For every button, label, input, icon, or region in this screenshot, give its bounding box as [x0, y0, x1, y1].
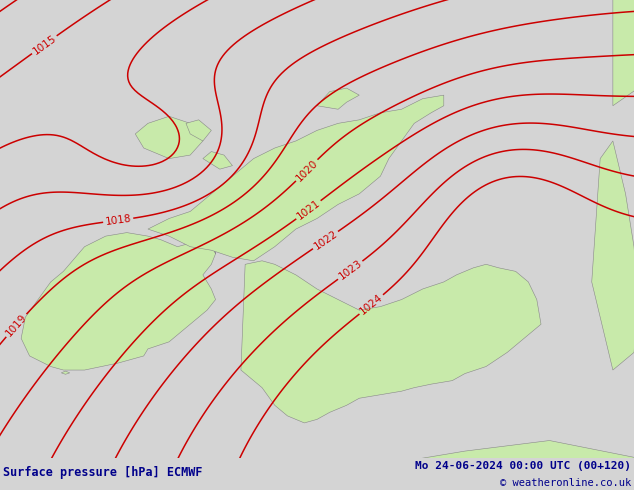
Text: 1023: 1023 — [337, 258, 364, 282]
Polygon shape — [203, 151, 233, 169]
Text: 1019: 1019 — [4, 312, 29, 339]
Text: Surface pressure [hPa] ECMWF: Surface pressure [hPa] ECMWF — [3, 466, 203, 479]
Polygon shape — [135, 116, 203, 159]
Text: 1020: 1020 — [294, 157, 320, 183]
Text: © weatheronline.co.uk: © weatheronline.co.uk — [500, 478, 631, 489]
Polygon shape — [21, 233, 216, 370]
Polygon shape — [613, 0, 634, 106]
Text: 1015: 1015 — [30, 33, 58, 56]
Text: 1018: 1018 — [105, 214, 132, 227]
Text: Mo 24-06-2024 00:00 UTC (00+120): Mo 24-06-2024 00:00 UTC (00+120) — [415, 462, 631, 471]
Polygon shape — [186, 120, 211, 141]
Text: 1022: 1022 — [312, 228, 339, 252]
Polygon shape — [592, 141, 634, 370]
Polygon shape — [233, 441, 634, 490]
Text: 1024: 1024 — [358, 292, 385, 317]
Polygon shape — [61, 371, 70, 374]
Polygon shape — [317, 88, 359, 109]
Polygon shape — [148, 95, 444, 261]
Polygon shape — [241, 261, 541, 423]
Text: 1021: 1021 — [295, 198, 322, 222]
